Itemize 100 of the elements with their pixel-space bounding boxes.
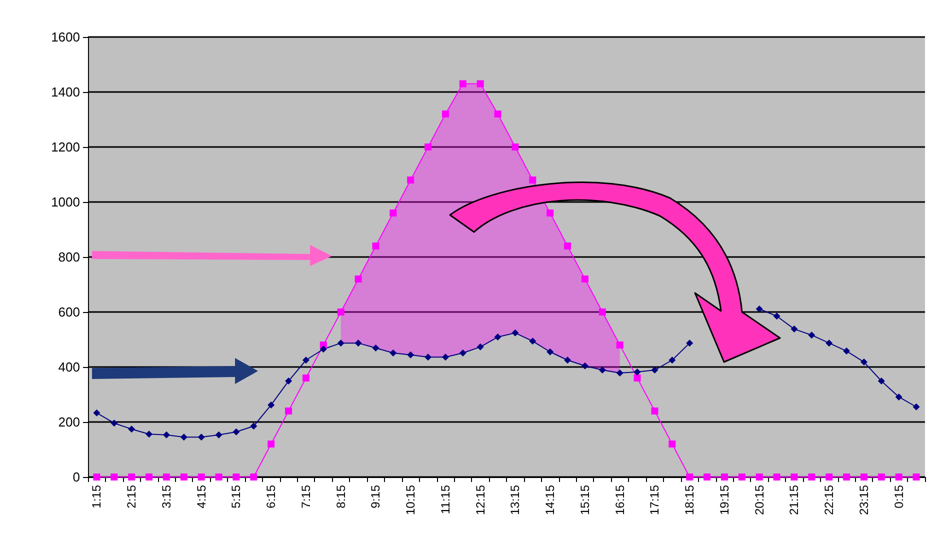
point — [546, 210, 554, 216]
x-tick-label: 4:15 — [194, 484, 208, 508]
point — [146, 474, 153, 480]
x-tick-label: 0:15 — [892, 484, 906, 508]
point — [651, 366, 658, 374]
point — [912, 474, 920, 480]
point — [320, 346, 327, 353]
point — [162, 474, 170, 480]
y-tick-label: 200 — [58, 414, 80, 430]
point — [546, 348, 554, 356]
point — [756, 474, 763, 480]
x-tick-label: 2:15 — [124, 484, 139, 508]
point — [162, 431, 170, 438]
point — [634, 368, 641, 376]
point — [668, 356, 676, 364]
x-tick-label: 23:15 — [856, 484, 871, 516]
y-tick-label: 400 — [58, 360, 80, 374]
point — [424, 144, 432, 150]
point — [616, 342, 624, 348]
x-tick-label: 9:15 — [368, 484, 383, 508]
point — [110, 474, 118, 480]
point — [180, 434, 188, 441]
x-tick-label: 19:15 — [717, 484, 732, 516]
point — [651, 408, 658, 414]
point — [459, 349, 466, 356]
point — [476, 80, 484, 88]
point — [598, 308, 606, 316]
point — [128, 426, 136, 433]
point — [180, 474, 188, 480]
x-tick-label: 7:15 — [298, 484, 313, 508]
point — [93, 409, 100, 416]
point — [372, 344, 380, 352]
x-tick-label: 10:15 — [404, 484, 418, 516]
point — [843, 348, 850, 355]
point — [564, 356, 572, 364]
point — [686, 340, 694, 347]
point — [407, 351, 414, 358]
y-tick-label: 1000 — [51, 194, 80, 210]
x-tick-label: 12:15 — [473, 484, 488, 516]
point — [268, 401, 275, 408]
x-tick-label: 14:15 — [543, 484, 558, 516]
point — [912, 403, 920, 410]
point — [616, 370, 624, 377]
point — [459, 80, 466, 88]
point — [808, 332, 816, 339]
point — [564, 242, 572, 250]
x-tick-label: 11:15 — [438, 484, 452, 514]
point — [668, 440, 676, 448]
point — [878, 474, 885, 480]
point — [390, 349, 397, 356]
point — [110, 420, 118, 427]
x-tick-label: 21:15 — [787, 484, 802, 516]
point — [808, 474, 816, 480]
point — [354, 340, 362, 347]
y-tick-label: 800 — [58, 250, 80, 264]
point — [581, 362, 588, 370]
x-tick-label: 1:15 — [90, 484, 104, 508]
x-tick-label: 8:15 — [334, 484, 348, 508]
point — [878, 378, 885, 385]
point — [250, 474, 258, 480]
point — [704, 474, 711, 480]
point — [285, 408, 292, 414]
y-tick-label: 600 — [58, 304, 80, 320]
point — [756, 305, 763, 312]
point — [250, 422, 258, 430]
point — [581, 276, 588, 282]
y-tick-label: 1200 — [51, 140, 80, 154]
point — [93, 474, 100, 480]
point — [442, 354, 449, 361]
point — [232, 474, 240, 480]
point — [302, 356, 310, 364]
point — [146, 430, 153, 438]
point — [860, 474, 868, 480]
point — [738, 474, 746, 480]
point — [512, 144, 519, 150]
point — [494, 110, 502, 118]
point — [773, 312, 780, 320]
point — [895, 474, 902, 480]
point — [860, 358, 868, 366]
point — [512, 329, 519, 336]
x-tick-label: 15:15 — [578, 484, 592, 516]
x-tick-label: 16:15 — [612, 484, 627, 516]
x-tick-label: 18:15 — [682, 484, 697, 516]
point — [790, 326, 798, 333]
point — [773, 474, 780, 480]
point — [826, 340, 833, 347]
point — [198, 474, 205, 480]
x-tick-label: 13:15 — [508, 484, 522, 516]
x-tick-label: 20:15 — [752, 484, 766, 516]
point — [790, 474, 798, 480]
point — [128, 474, 136, 480]
point — [268, 440, 275, 448]
point — [826, 474, 833, 480]
point — [843, 474, 850, 480]
y-tick-label: 0 — [72, 470, 80, 484]
y-tick-label: 1600 — [51, 30, 80, 44]
point — [529, 338, 536, 345]
point — [529, 176, 536, 184]
point — [215, 431, 222, 438]
point — [390, 210, 397, 216]
